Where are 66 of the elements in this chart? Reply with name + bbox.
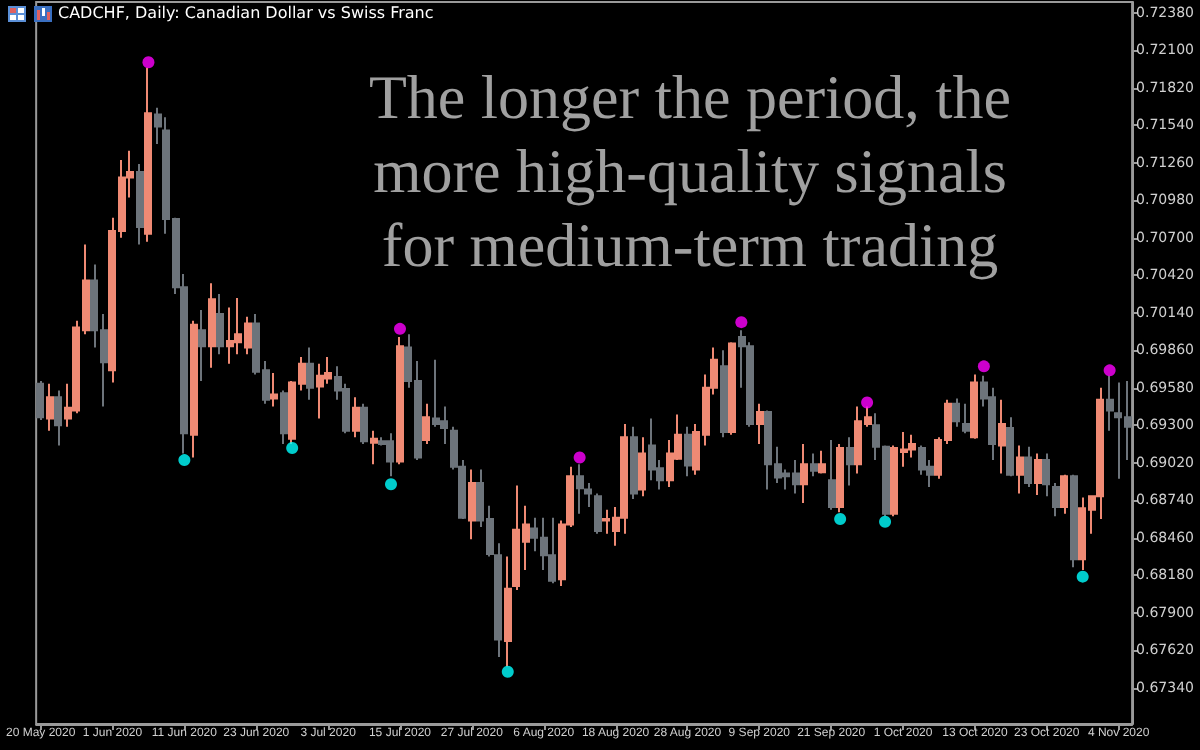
candlestick xyxy=(648,417,656,482)
point xyxy=(861,396,874,409)
point xyxy=(977,360,990,373)
candlestick xyxy=(422,402,430,446)
chart-title: CADCHF, Daily: Canadian Dollar vs Swiss Franc xyxy=(58,4,434,22)
candlestick xyxy=(306,346,314,401)
candlestick xyxy=(1052,481,1060,518)
candlestick xyxy=(638,436,646,498)
candlestick xyxy=(360,402,368,446)
candlestick xyxy=(190,319,198,459)
candlestick xyxy=(810,452,818,478)
candlestick xyxy=(630,425,638,500)
candlestick xyxy=(1060,473,1068,515)
point xyxy=(1076,570,1089,583)
point xyxy=(385,478,397,491)
candlestick xyxy=(198,309,206,383)
candlestick xyxy=(836,443,844,514)
candlestick xyxy=(270,372,278,408)
candlestick xyxy=(584,481,592,508)
candlestick xyxy=(720,349,728,439)
annotation: The longer the period, the more high-quality signals for medium-term trading xyxy=(366,60,1014,282)
candlestick xyxy=(370,429,378,466)
candlestick xyxy=(226,306,234,365)
point xyxy=(286,442,299,455)
candlestick xyxy=(386,432,394,478)
candlestick xyxy=(1034,452,1042,496)
candlestick xyxy=(800,443,808,504)
candlestick xyxy=(908,433,916,459)
candlestick xyxy=(136,163,144,246)
candlestick xyxy=(576,463,584,515)
candlestick xyxy=(54,389,62,447)
candlestick xyxy=(998,398,1006,475)
candlestick xyxy=(352,396,360,439)
candlestick xyxy=(1016,444,1024,495)
candlestick xyxy=(952,397,960,428)
candlestick xyxy=(1070,473,1078,569)
candlestick xyxy=(962,402,970,435)
candlestick xyxy=(1042,452,1050,498)
candlestick xyxy=(280,389,288,446)
candlestick xyxy=(818,449,826,475)
point xyxy=(501,665,514,678)
point xyxy=(393,322,406,335)
candlestick xyxy=(208,282,216,369)
candlestick xyxy=(46,382,54,432)
candlestick xyxy=(468,468,476,541)
candlestick xyxy=(684,425,692,478)
candlestick xyxy=(548,516,556,585)
candlestick xyxy=(1024,445,1032,488)
point xyxy=(834,513,847,526)
point xyxy=(573,451,586,464)
candlestick xyxy=(594,492,602,535)
point xyxy=(735,316,748,329)
point xyxy=(142,56,155,69)
point xyxy=(879,515,892,528)
candlestick xyxy=(216,293,224,356)
point xyxy=(178,454,191,467)
candlestick xyxy=(828,439,836,511)
candlestick xyxy=(316,362,324,420)
candlestick xyxy=(756,402,764,446)
candlestick xyxy=(396,335,404,466)
candlestick xyxy=(728,341,736,436)
candlestick xyxy=(846,436,854,487)
candlestick xyxy=(1006,416,1014,478)
candlestick xyxy=(970,373,978,440)
point xyxy=(1103,364,1116,377)
candlestick xyxy=(36,380,44,421)
